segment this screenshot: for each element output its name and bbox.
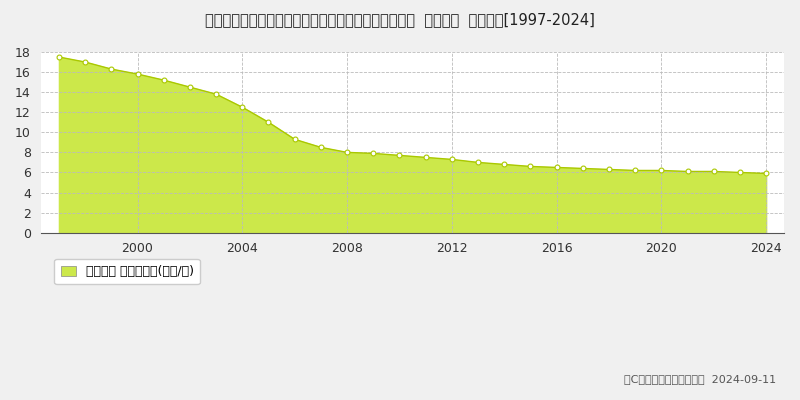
Legend: 地価公示 平均坊単価(万円/坊): 地価公示 平均坊単価(万円/坊) <box>54 259 200 284</box>
Text: （C）土地価格ドットコム  2024-09-11: （C）土地価格ドットコム 2024-09-11 <box>624 374 776 384</box>
Text: 埼玉県比企郡鸩山町大字大豆戸字七反田上２７９番２  地価公示  地価推移[1997-2024]: 埼玉県比企郡鸩山町大字大豆戸字七反田上２７９番２ 地価公示 地価推移[1997-… <box>205 12 595 27</box>
